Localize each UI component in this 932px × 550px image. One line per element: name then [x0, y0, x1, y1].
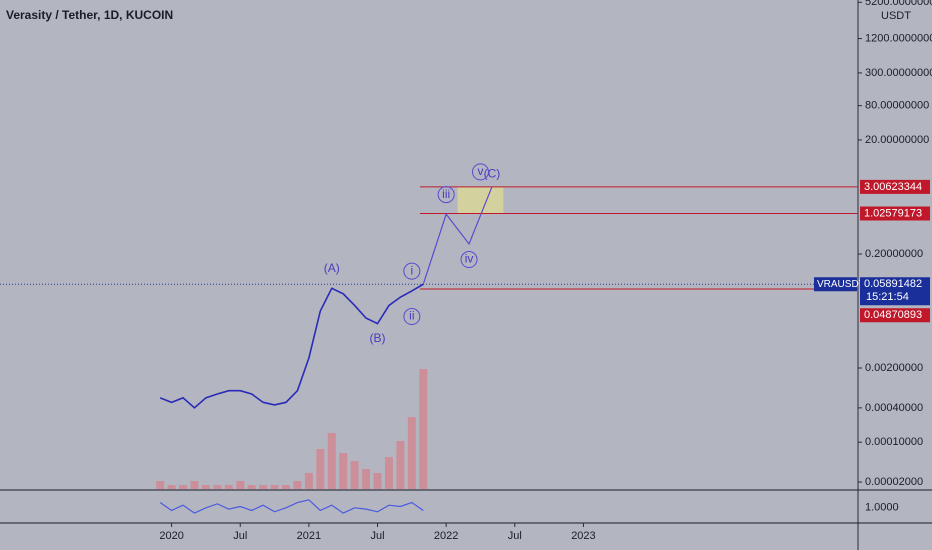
volume-bar: [339, 453, 348, 489]
level-label-bg: [860, 206, 930, 221]
oscillator-line: [159, 499, 424, 514]
wave-label: (B): [370, 331, 386, 345]
wave-label: ii: [409, 309, 414, 323]
volume-bar: [419, 369, 428, 489]
wave-projection: [422, 186, 493, 285]
volume-bar: [190, 481, 199, 489]
volume-bar: [179, 485, 188, 489]
volume-bar: [407, 417, 416, 489]
y-tick-label: 0.20000000: [865, 248, 923, 260]
volume-bar: [373, 473, 382, 489]
wave-label: iii: [442, 187, 450, 201]
wave-circle: [471, 163, 489, 181]
chart-title: Verasity / Tether, 1D, KUCOIN: [6, 8, 173, 22]
volume-bar: [304, 473, 313, 489]
y-tick-label: 0.00040000: [865, 402, 923, 414]
volume-bar: [213, 485, 222, 489]
volume-bar: [327, 433, 336, 489]
volume-bar: [270, 485, 279, 489]
target-zone: [457, 186, 504, 214]
symbol-tag-bg: [814, 277, 857, 292]
level-label: 1.02579173: [864, 207, 922, 219]
wave-label: v: [477, 164, 483, 178]
volume-bar: [282, 485, 290, 489]
volume-bar: [293, 481, 302, 489]
y-tick-label: 5200.00000000: [865, 0, 932, 8]
volume-bar: [316, 449, 325, 489]
volume-bar: [201, 485, 210, 489]
volume-bar: [167, 485, 176, 489]
volume-bar: [156, 481, 165, 489]
volume-bar: [259, 485, 268, 489]
x-tick-label: Jul: [508, 530, 522, 542]
level-label: 0.04870893: [864, 309, 922, 321]
x-tick-label: 2021: [297, 530, 321, 542]
symbol-tag: VRAUSDT: [817, 279, 865, 290]
wave-circle: [403, 308, 421, 326]
y-tick-label: 20.00000000: [865, 134, 929, 146]
wave-label: i: [411, 263, 414, 277]
volume-bar: [396, 441, 405, 489]
x-tick-label: Jul: [233, 530, 247, 542]
last-price-label: 0.05891482: [864, 278, 922, 290]
wave-label: (A): [324, 261, 340, 275]
volume-bar: [236, 481, 245, 489]
y-tick-label: 0.00200000: [865, 362, 923, 374]
indicator-tick-label: 1.0000: [865, 502, 899, 514]
y-tick-label: 0.00010000: [865, 436, 923, 448]
y-tick-label: 80.00000000: [865, 100, 929, 112]
x-tick-label: Jul: [370, 530, 384, 542]
y-tick-label: 300.00000000: [865, 67, 932, 79]
last-price-bg: [860, 277, 930, 306]
countdown-label: 15:21:54: [866, 291, 909, 303]
wave-circle: [460, 251, 478, 269]
wave-label: (C): [484, 166, 501, 180]
level-label-bg: [860, 179, 930, 194]
volume-bar: [224, 485, 233, 489]
x-tick-label: 2022: [434, 530, 458, 542]
volume-bar: [247, 485, 256, 489]
y-tick-label: 0.00002000: [865, 476, 923, 488]
x-tick-label: 2023: [571, 530, 595, 542]
volume-bar: [350, 461, 359, 489]
wave-circle: [403, 262, 421, 280]
price-line: [159, 283, 424, 409]
currency-label: USDT: [881, 10, 911, 22]
level-label: 3.00623344: [864, 181, 922, 193]
volume-bar: [362, 469, 371, 489]
volume-bar: [384, 457, 393, 489]
wave-label: iv: [465, 252, 474, 266]
y-tick-label: 1200.00000000: [865, 32, 932, 44]
x-tick-label: 2020: [159, 530, 183, 542]
level-label-bg: [860, 308, 930, 323]
wave-circle: [437, 186, 455, 204]
